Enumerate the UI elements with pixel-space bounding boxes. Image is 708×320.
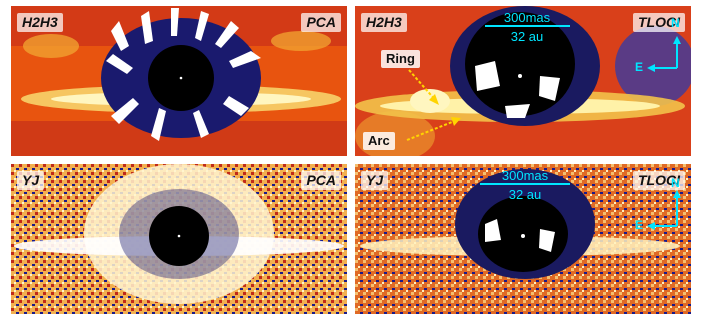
scale-mas-label: 300mas — [501, 168, 549, 183]
band-label: H2H3 — [17, 13, 63, 32]
band-label: YJ — [361, 171, 389, 190]
panel-h2h3-pca: H2H3 PCA — [11, 6, 347, 156]
band-label: YJ — [17, 171, 45, 190]
panel-h2h3-tloci: H2H3 TLOCI 300mas 32 au Ring Arc N E — [355, 6, 691, 156]
north-label: N — [671, 176, 680, 190]
method-label: TLOCI — [633, 171, 685, 190]
ring-label: Ring — [381, 50, 420, 68]
method-label: TLOCI — [633, 13, 685, 32]
scale-mas-label: 300mas — [503, 10, 551, 25]
method-label: PCA — [301, 171, 341, 190]
h2h3-pca-image — [11, 6, 347, 156]
panel-yj-pca: YJ PCA — [11, 164, 347, 314]
panel-yj-tloci: YJ TLOCI 300mas 32 au N E — [355, 164, 691, 314]
yj-pca-image — [11, 164, 347, 314]
north-label: N — [671, 16, 680, 30]
east-label: E — [635, 218, 644, 232]
east-label: E — [635, 60, 644, 74]
band-label: H2H3 — [361, 13, 407, 32]
scale-au-label: 32 au — [510, 29, 544, 44]
method-label: PCA — [301, 13, 341, 32]
scale-au-label: 32 au — [508, 187, 542, 202]
arc-label: Arc — [363, 132, 395, 150]
